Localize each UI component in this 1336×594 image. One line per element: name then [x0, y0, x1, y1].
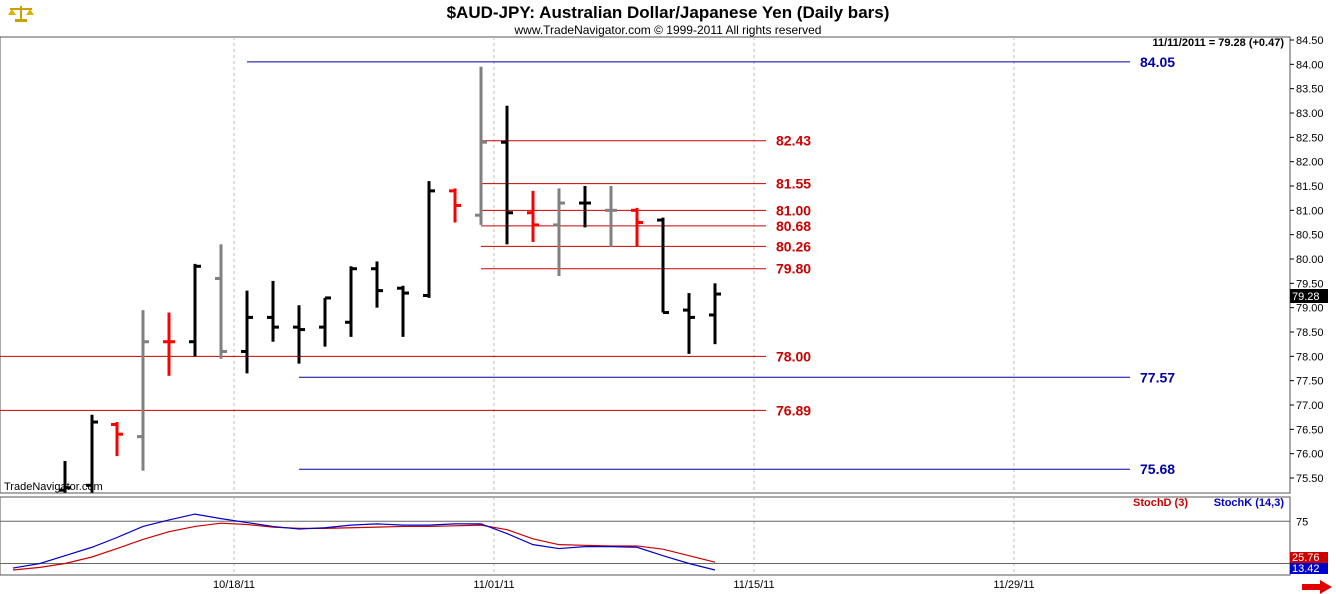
ohlc-bar — [163, 312, 175, 376]
x-tick-label: 10/18/11 — [213, 579, 255, 591]
y-tick-label: 82.50 — [1296, 132, 1324, 144]
chart-subtitle: www.TradeNavigator.com © 1999-2011 All r… — [514, 23, 822, 37]
stochK-value: 13.42 — [1292, 563, 1320, 575]
ohlc-bar — [657, 217, 669, 315]
stoch-panel-frame — [0, 496, 1291, 576]
y-tick-label: 77.00 — [1296, 400, 1324, 412]
vertical-grid — [233, 37, 1015, 575]
level-label: 79.80 — [776, 261, 811, 277]
level-label: 76.89 — [776, 402, 811, 418]
ohlc-bar — [449, 188, 461, 223]
ohlc-bar — [345, 266, 357, 337]
ohlc-bar — [111, 422, 123, 457]
y-tick-label: 83.00 — [1296, 108, 1324, 120]
y-tick-label: 75.50 — [1296, 473, 1324, 485]
stochD-value: 25.76 — [1292, 552, 1320, 564]
ohlc-bar — [319, 296, 331, 347]
level-label: 80.68 — [776, 218, 811, 234]
ohlc-bar — [59, 460, 71, 493]
y-tick-label: 80.50 — [1296, 230, 1324, 242]
ohlc-bar — [371, 261, 383, 308]
last-price-label: 79.28 — [1292, 291, 1320, 303]
ohlc-bar — [241, 290, 253, 374]
stochD-line — [12, 522, 716, 571]
ohlc-bar — [189, 263, 201, 357]
x-tick-label: 11/15/11 — [733, 579, 774, 591]
y-tick-label: 84.50 — [1296, 35, 1324, 47]
ohlc-bar — [501, 105, 513, 245]
ohlc-bar — [579, 186, 591, 228]
ohlc-bar — [475, 66, 487, 225]
arrow-right-icon[interactable] — [1300, 580, 1334, 594]
stoch-y-tick: 75 — [1296, 516, 1308, 528]
y-tick-label: 81.50 — [1296, 181, 1324, 193]
ohlc-bar — [709, 283, 721, 345]
level-label: 75.68 — [1140, 461, 1175, 477]
ohlc-bar — [267, 280, 279, 342]
y-tick-label: 81.00 — [1296, 205, 1324, 217]
ohlc-bar — [683, 293, 695, 354]
ohlc-bar — [553, 188, 565, 277]
stochD-legend: StochD (3) — [1133, 497, 1188, 509]
x-tick-label: 11/29/11 — [993, 579, 1034, 591]
y-tick-label: 80.00 — [1296, 254, 1324, 266]
x-tick-label: 11/01/11 — [473, 579, 514, 591]
y-tick-label: 77.50 — [1296, 376, 1324, 388]
y-tick-label: 76.50 — [1296, 424, 1324, 436]
price-panel-frame — [0, 36, 1291, 494]
level-label: 81.00 — [776, 202, 811, 218]
price-axis: 84.50 84.00 83.50 83.00 82.50 82.00 81.50 81.00… — [1290, 35, 1324, 485]
y-tick-label: 76.00 — [1296, 449, 1324, 461]
stochK-legend: StochK (14,3) — [1214, 497, 1285, 509]
ohlc-bars — [59, 66, 721, 493]
level-label: 80.26 — [776, 238, 811, 254]
ohlc-bar — [631, 207, 643, 247]
level-label: 82.43 — [776, 133, 811, 149]
level-label: 78.00 — [776, 348, 811, 364]
y-tick-label: 79.00 — [1296, 303, 1324, 315]
y-tick-label: 78.50 — [1296, 327, 1324, 339]
y-tick-label: 84.00 — [1296, 59, 1324, 71]
chart-title: $AUD-JPY: Australian Dollar/Japanese Yen… — [447, 3, 890, 22]
level-label: 81.55 — [776, 176, 811, 192]
ohlc-bar — [605, 186, 617, 247]
stochK-tag — [1290, 563, 1328, 574]
last-price-tag — [1290, 289, 1328, 303]
y-tick-label: 78.00 — [1296, 351, 1324, 363]
logo-icon — [6, 3, 36, 23]
date-axis: 10/18/11 11/01/11 11/15/11 11/29/11 — [213, 579, 1035, 591]
stochK-line — [12, 513, 716, 571]
y-tick-label: 79.50 — [1296, 278, 1324, 290]
level-label: 77.57 — [1140, 369, 1175, 385]
ohlc-bar — [86, 414, 98, 493]
ohlc-bar — [527, 190, 539, 242]
stochD-tag — [1290, 552, 1328, 563]
y-tick-label: 83.50 — [1296, 84, 1324, 96]
ohlc-bar — [397, 285, 409, 337]
ohlc-bar — [293, 305, 305, 364]
ohlc-bar — [137, 310, 149, 471]
ohlc-bar — [423, 181, 435, 298]
y-tick-label: 82.00 — [1296, 157, 1324, 169]
last-quote: 11/11/2011 = 79.28 (+0.47) — [1152, 37, 1284, 49]
watermark: TradeNavigator.com — [4, 481, 103, 493]
ohlc-bar — [215, 244, 227, 359]
level-label: 84.05 — [1140, 54, 1175, 70]
